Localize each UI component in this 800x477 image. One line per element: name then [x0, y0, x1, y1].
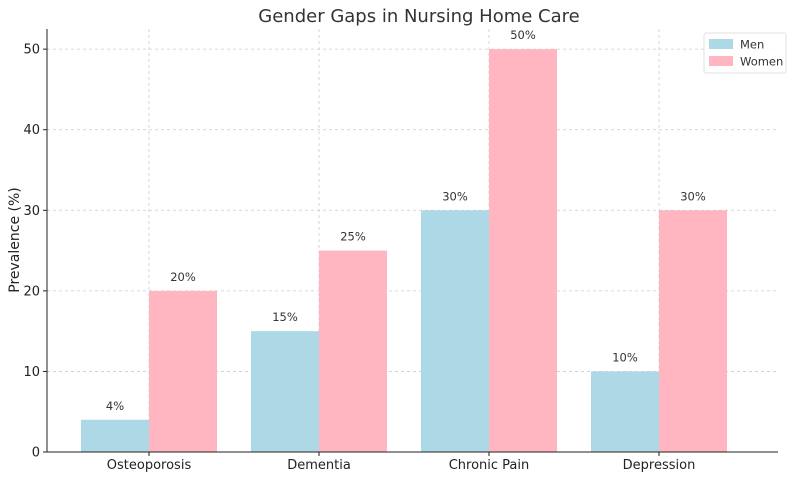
x-tick-label: Chronic Pain: [449, 458, 530, 473]
bar-men: [251, 331, 319, 452]
bar-men: [421, 210, 489, 452]
legend-swatch-women: [709, 56, 733, 66]
data-label-women: 50%: [510, 28, 536, 42]
legend-label-women: Women: [740, 55, 783, 69]
y-tick-label: 40: [23, 123, 40, 138]
bar-women: [149, 290, 217, 452]
data-label-men: 10%: [612, 350, 638, 364]
x-tick-label: Dementia: [287, 458, 351, 473]
data-label-women: 25%: [340, 230, 366, 244]
legend: Men Women: [703, 32, 787, 74]
data-label-women: 30%: [680, 189, 706, 203]
data-label-men: 30%: [442, 189, 468, 203]
bar-women: [489, 49, 557, 453]
legend-swatch-men: [709, 39, 733, 49]
data-labels-layer: 4% 15% 30% 10% 20% 25% 50% 30%: [106, 28, 706, 413]
y-tick-label: 0: [32, 446, 40, 461]
y-tick-label: 50: [23, 43, 40, 58]
bars-layer: [81, 49, 727, 453]
y-tick-label: 10: [23, 365, 40, 380]
bar-men: [591, 371, 659, 452]
axes-layer: 0 10 20 30 40 50 Osteoporosis Dementia Chronic P…: [23, 29, 778, 473]
bar-men: [81, 419, 149, 452]
x-tick-label: Osteoporosis: [107, 458, 192, 473]
data-label-men: 4%: [106, 399, 124, 413]
chart-title: Gender Gaps in Nursing Home Care: [258, 6, 579, 27]
legend-label-men: Men: [740, 38, 764, 52]
data-label-women: 20%: [170, 270, 196, 284]
bar-women: [319, 250, 387, 452]
data-label-men: 15%: [272, 310, 298, 324]
y-axis-label: Prevalence (%): [7, 187, 23, 293]
x-tick-label: Depression: [623, 458, 696, 473]
y-tick-label: 20: [23, 284, 40, 299]
y-tick-label: 30: [23, 204, 40, 219]
bar-women: [659, 210, 727, 452]
